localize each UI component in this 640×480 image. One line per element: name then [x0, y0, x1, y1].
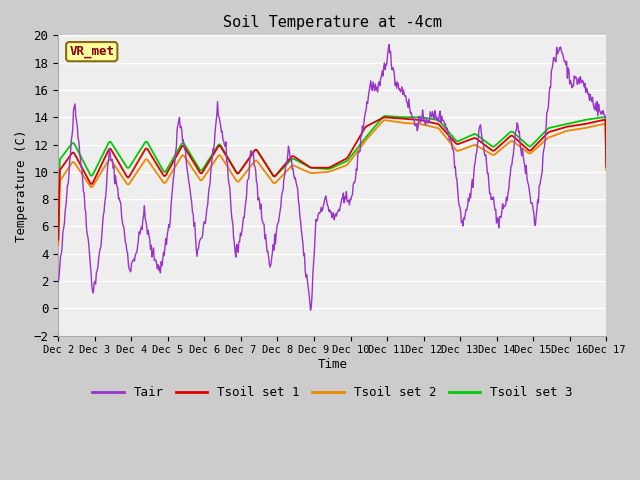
Title: Soil Temperature at -4cm: Soil Temperature at -4cm — [223, 15, 442, 30]
Y-axis label: Temperature (C): Temperature (C) — [15, 129, 28, 242]
X-axis label: Time: Time — [317, 358, 348, 371]
Text: VR_met: VR_met — [69, 45, 114, 58]
Legend: Tair, Tsoil set 1, Tsoil set 2, Tsoil set 3: Tair, Tsoil set 1, Tsoil set 2, Tsoil se… — [87, 382, 577, 405]
